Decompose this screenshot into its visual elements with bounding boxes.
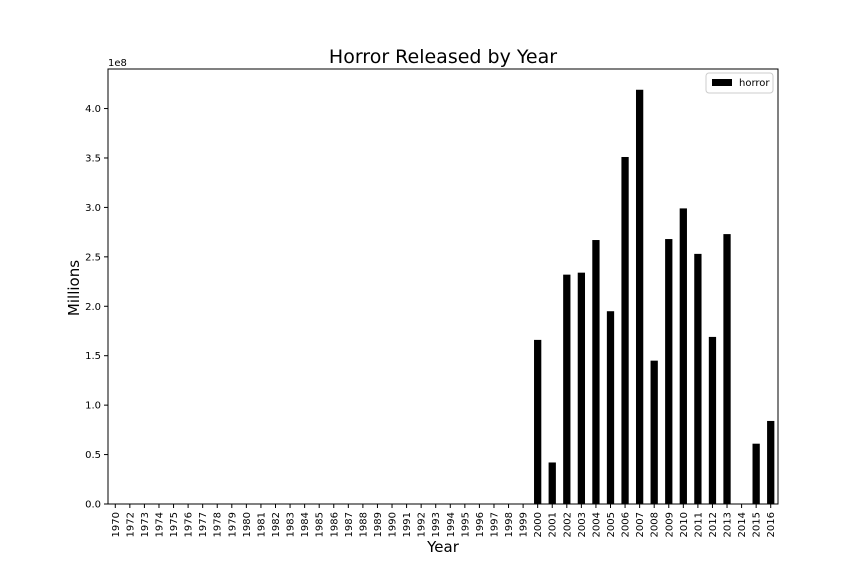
bar-2003 <box>577 272 586 504</box>
legend-label-horror: horror <box>739 78 770 89</box>
x-tick-label: 2013 <box>723 512 734 537</box>
legend: horror <box>705 72 774 94</box>
y-tick-label: 4.0 <box>85 104 101 115</box>
y-tick-label: 0.0 <box>85 500 101 511</box>
x-tick-label: 1995 <box>460 512 471 537</box>
bar-2001 <box>548 462 556 504</box>
x-tick-label: 1982 <box>271 512 282 537</box>
bar-2016 <box>767 420 775 504</box>
x-tick-label: 2005 <box>606 512 617 537</box>
x-tick-label: 1989 <box>373 512 384 537</box>
x-tick-label: 1970 <box>111 512 122 537</box>
x-tick-label: 1981 <box>256 512 267 537</box>
x-tick-label: 1976 <box>184 512 195 537</box>
x-tick-label: 2002 <box>562 512 573 537</box>
x-tick-label: 1979 <box>227 512 238 537</box>
y-tick-label: 2.5 <box>85 252 101 263</box>
x-tick-label: 2016 <box>766 512 777 537</box>
bar-2015 <box>752 443 760 504</box>
x-axis-label: Year <box>426 538 460 556</box>
x-tick-label: 2003 <box>577 512 588 537</box>
x-tick-label: 1998 <box>504 512 515 537</box>
x-axis-ticks: 1970 1972 1973 1974 1975 1976 1977 1978 1979 1980… <box>111 504 777 537</box>
y-tick-label: 3.5 <box>85 153 101 164</box>
bar-2013 <box>723 234 731 504</box>
bar-2012 <box>708 336 717 504</box>
y-axis-ticks: 0.0 0.5 1.0 1.5 2.0 2.5 3.0 3.5 4.0 <box>85 104 108 511</box>
x-tick-label: 2006 <box>621 512 632 537</box>
bar-2007 <box>635 89 644 504</box>
x-tick-label: 1978 <box>213 512 224 537</box>
x-tick-label: 1997 <box>489 512 500 537</box>
bar-2008 <box>650 360 658 504</box>
bar-2011 <box>694 253 702 504</box>
bar-2002 <box>563 274 571 504</box>
y-tick-label: 1.5 <box>85 351 101 362</box>
x-tick-label: 1975 <box>169 512 180 537</box>
chart-title: Horror Released by Year <box>329 46 557 68</box>
x-tick-label: 1985 <box>315 512 326 537</box>
x-tick-label: 2012 <box>708 512 719 537</box>
bar-2005 <box>606 311 615 504</box>
bar-2000 <box>534 339 542 504</box>
x-tick-label: 1983 <box>286 512 297 537</box>
legend-swatch-horror <box>712 79 732 86</box>
x-tick-label: 1973 <box>140 512 151 537</box>
x-tick-label: 2011 <box>693 512 704 537</box>
x-tick-label: 1980 <box>242 512 253 537</box>
bars-group <box>534 89 775 505</box>
x-tick-label: 1988 <box>358 512 369 537</box>
x-tick-label: 1990 <box>388 512 399 537</box>
bar-2009 <box>665 239 673 505</box>
x-tick-label: 1996 <box>475 512 486 537</box>
x-tick-label: 1972 <box>125 512 136 537</box>
x-tick-label: 2015 <box>752 512 763 537</box>
y-tick-label: 2.0 <box>85 302 101 313</box>
x-tick-label: 1994 <box>446 512 457 537</box>
x-tick-label: 1992 <box>417 512 428 537</box>
bar-2004 <box>592 240 600 504</box>
x-tick-label: 1991 <box>402 512 413 537</box>
x-tick-label: 1993 <box>431 512 442 537</box>
y-axis-label: Millions <box>65 260 83 316</box>
x-tick-label: 1974 <box>154 512 165 537</box>
x-tick-label: 2001 <box>548 512 559 537</box>
x-tick-label: 1999 <box>519 512 530 537</box>
x-tick-label: 1987 <box>344 512 355 537</box>
plot-frame <box>107 68 779 505</box>
x-tick-label: 2000 <box>533 512 544 537</box>
y-offset-label: 1e8 <box>108 58 127 69</box>
y-tick-label: 1.0 <box>85 401 101 412</box>
x-tick-label: 2008 <box>650 512 661 537</box>
x-tick-label: 1984 <box>300 512 311 537</box>
x-tick-label: 2010 <box>679 512 690 537</box>
x-tick-label: 2004 <box>591 512 602 537</box>
bar-2010 <box>679 208 687 504</box>
x-tick-label: 1986 <box>329 512 340 537</box>
x-tick-label: 1977 <box>198 512 209 537</box>
bar-2006 <box>621 156 629 505</box>
y-tick-label: 0.5 <box>85 450 101 461</box>
x-tick-label: 2014 <box>737 512 748 537</box>
x-tick-label: 2007 <box>635 512 646 537</box>
legend-box <box>705 72 774 94</box>
x-tick-label: 2009 <box>664 512 675 537</box>
y-tick-label: 3.0 <box>85 203 101 214</box>
